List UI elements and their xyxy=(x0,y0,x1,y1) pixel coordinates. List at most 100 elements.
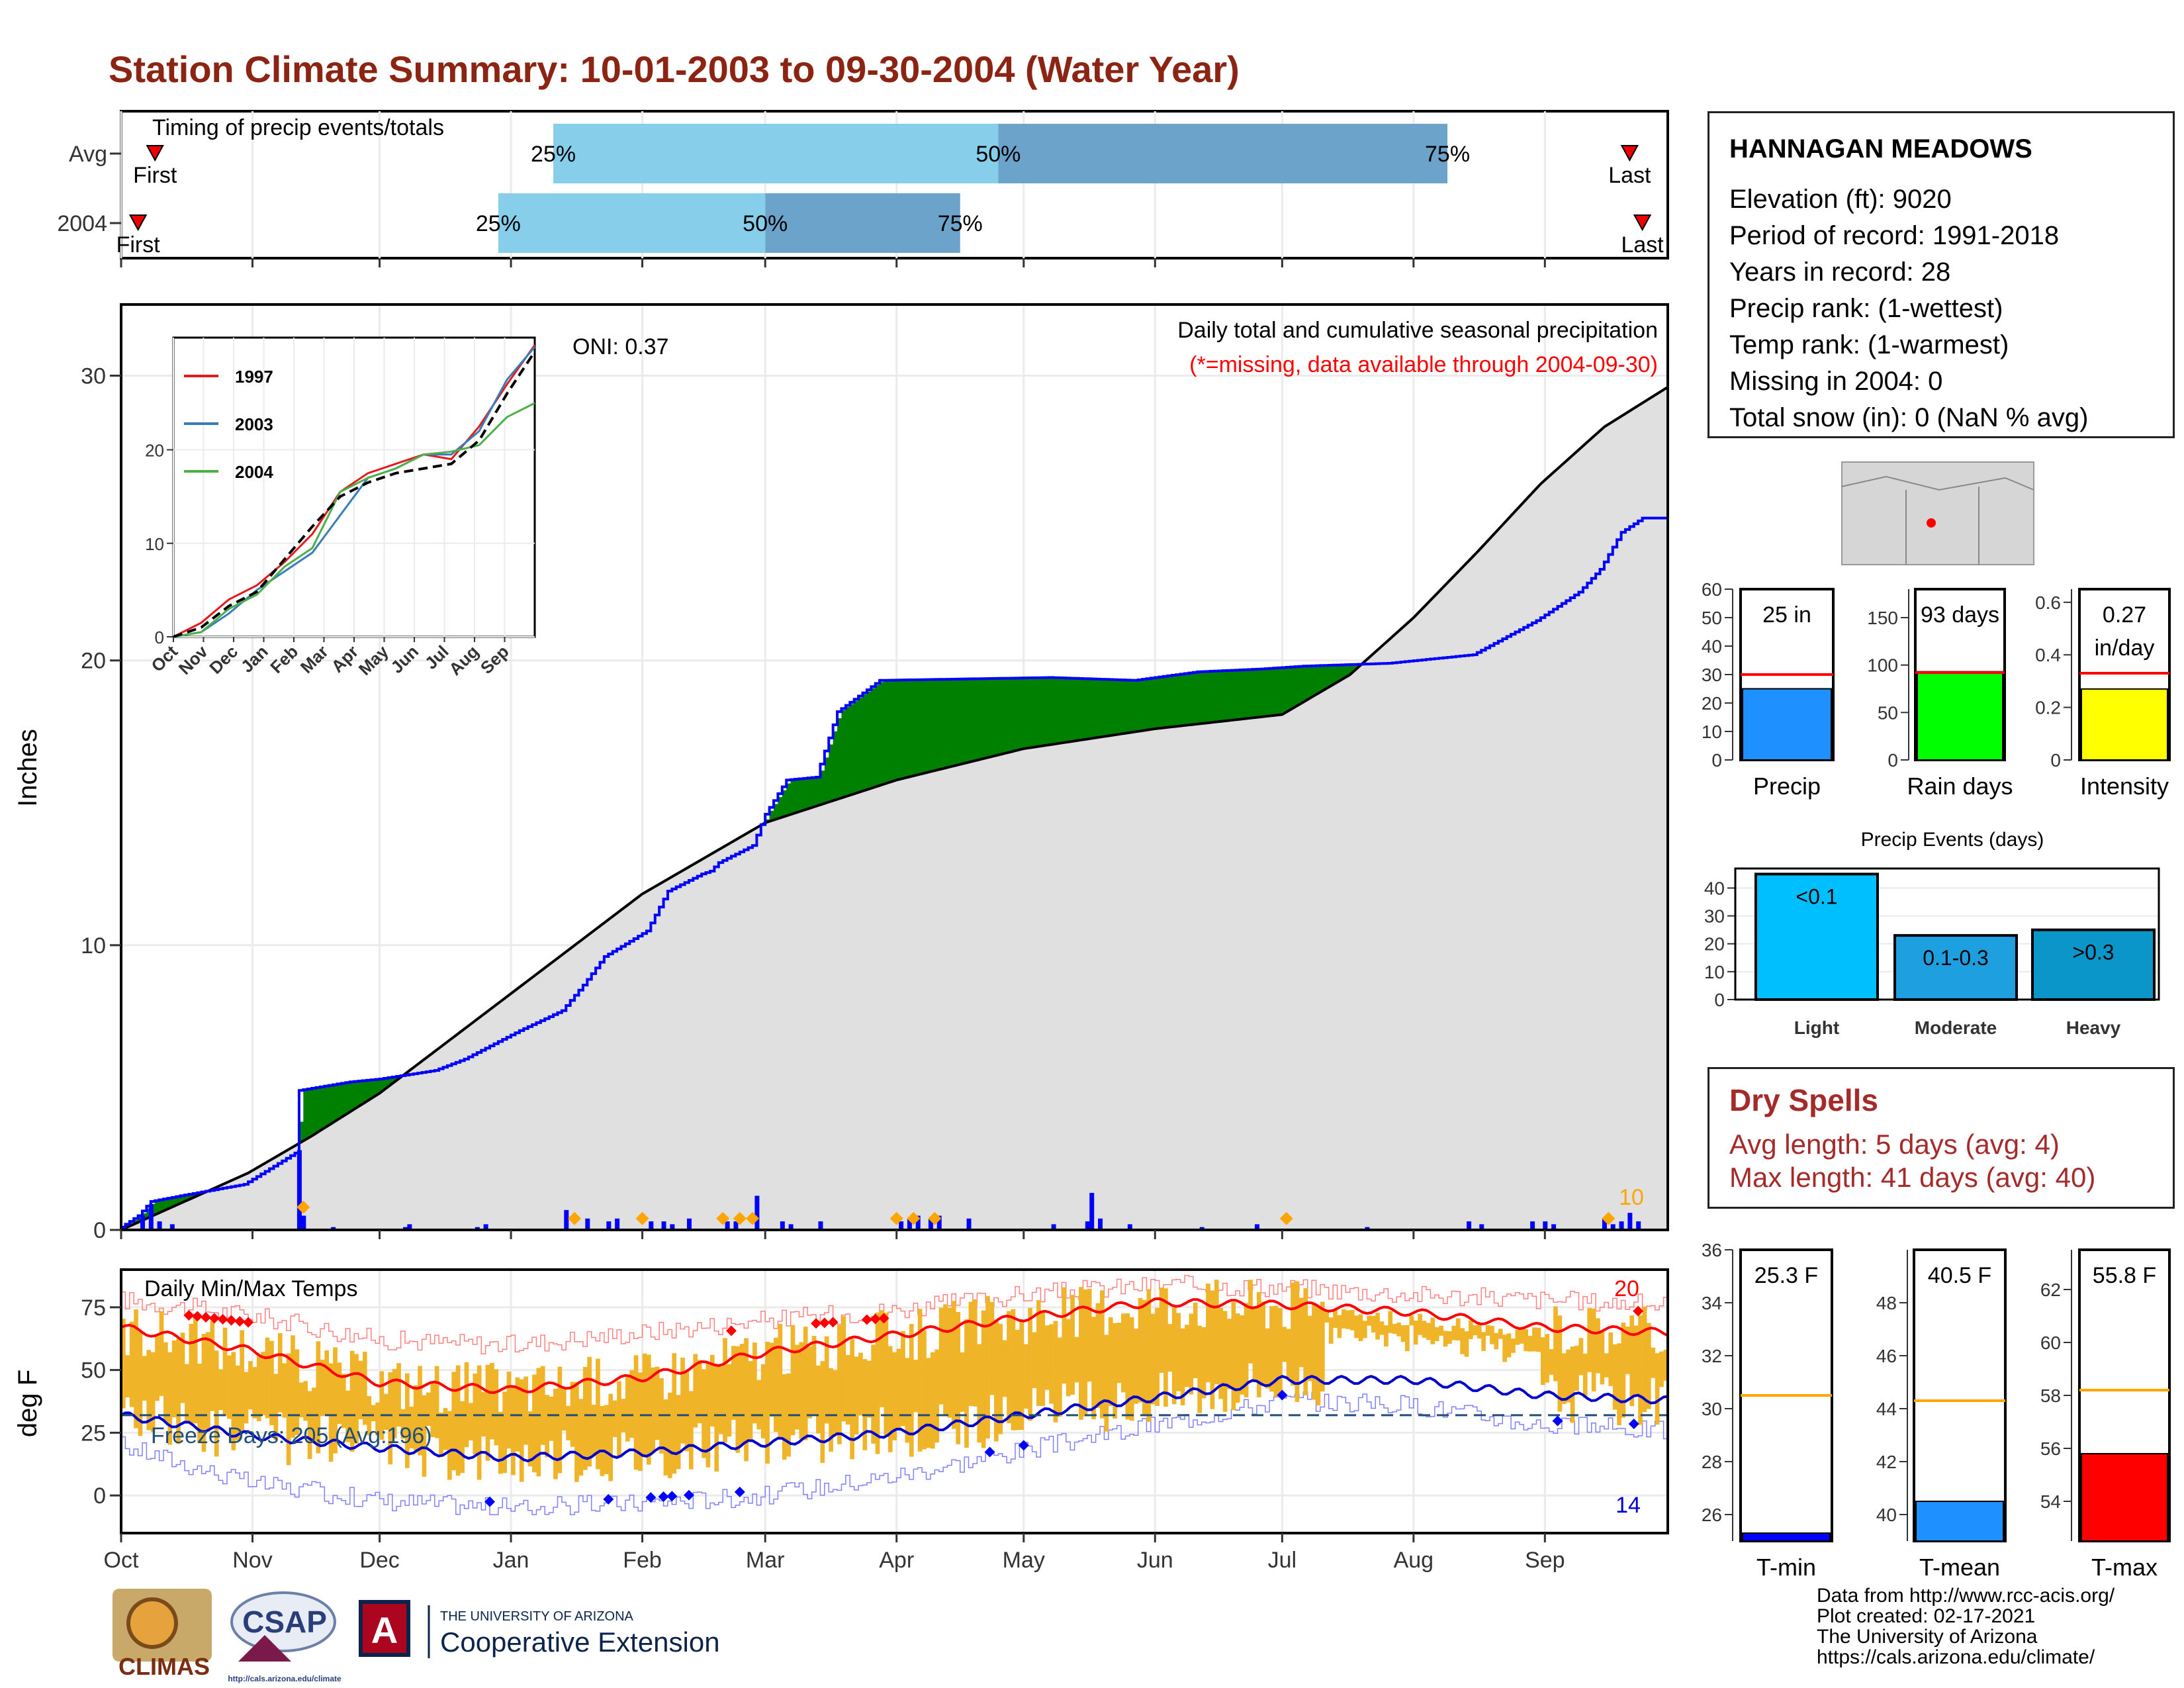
precip-anomaly-area xyxy=(1227,671,1232,721)
station-snow: Total snow (in): 0 (NaN % avg) xyxy=(1729,403,2089,432)
daily-temp-bar xyxy=(1553,1306,1558,1382)
extreme-precip-marker xyxy=(928,1211,942,1225)
precip-anomaly-area xyxy=(1244,669,1249,719)
station-period: Period of record: 1991-2018 xyxy=(1729,221,2060,250)
daily-precip-bar xyxy=(483,1224,488,1230)
precip-anomaly-area xyxy=(1150,678,1156,729)
daily-temp-bar xyxy=(582,1367,588,1470)
daily-temp-bar xyxy=(1273,1305,1279,1397)
precip-anomaly-area xyxy=(1159,677,1164,728)
daily-temp-bar xyxy=(193,1313,198,1424)
daily-temp-bar xyxy=(1494,1333,1499,1350)
inset-ytick-label: 20 xyxy=(145,441,164,461)
daily-temp-bar xyxy=(591,1405,596,1456)
daily-temp-bar xyxy=(752,1342,757,1424)
precip-anomaly-area xyxy=(1193,673,1198,725)
daily-temp-bar xyxy=(1316,1307,1321,1406)
daily-temp-bar xyxy=(252,1367,257,1419)
daily-temp-bar xyxy=(841,1316,846,1422)
daily-precip-bar xyxy=(1619,1221,1624,1230)
small-chart-ytick-label: 40 xyxy=(1876,1505,1897,1525)
daily-precip-bar xyxy=(907,1218,912,1230)
daily-temp-bar xyxy=(778,1323,783,1437)
daily-temp-bar xyxy=(892,1352,897,1440)
daily-temp-bar xyxy=(362,1352,367,1425)
daily-temp-bar xyxy=(1011,1309,1016,1430)
precip-anomaly-area xyxy=(1265,669,1270,716)
daily-temp-bar xyxy=(1134,1329,1138,1404)
daily-temp-bar xyxy=(1328,1317,1334,1344)
daily-temp-bar xyxy=(1527,1336,1533,1352)
station-info-box: HANNAGAN MEADOWS Elevation (ft): 9020 Pe… xyxy=(1707,111,2175,438)
daily-temp-bar xyxy=(596,1358,600,1470)
precip-anomaly-area xyxy=(159,1200,164,1212)
daily-temp-bar xyxy=(180,1333,185,1403)
daily-temp-bar xyxy=(1464,1331,1469,1357)
daily-temp-bar xyxy=(1100,1290,1105,1419)
daily-temp-bar xyxy=(803,1327,808,1440)
month-xtick-label: Aug xyxy=(1394,1548,1434,1573)
daily-temp-bar xyxy=(1265,1328,1270,1389)
record-low-marker xyxy=(734,1486,745,1497)
daily-temp-bar xyxy=(494,1369,499,1446)
daily-temp-bar xyxy=(1116,1323,1122,1383)
precip-anomaly-area xyxy=(985,679,991,758)
temp-summary-bar xyxy=(2081,1453,2168,1542)
record-high-marker xyxy=(234,1316,246,1327)
precip-anomaly-area xyxy=(1201,671,1206,724)
daily-temp-bar xyxy=(400,1409,406,1439)
daily-precip-bar xyxy=(148,1204,154,1230)
daily-temp-bar xyxy=(248,1361,253,1410)
precip-anomaly-area xyxy=(1295,667,1300,706)
precip-anomaly-area xyxy=(1113,679,1118,735)
dry-spells-max: Max length: 41 days (avg: 40) xyxy=(1729,1162,2096,1193)
daily-temp-bar xyxy=(345,1390,351,1442)
last-label: Last xyxy=(1621,232,1664,258)
precip-anomaly-area xyxy=(1070,678,1075,741)
daily-temp-bar xyxy=(422,1395,427,1477)
daily-temp-bar xyxy=(1091,1317,1096,1420)
ua-logo-small-text: THE UNIVERSITY OF ARIZONA xyxy=(440,1609,634,1624)
record-high-marker xyxy=(878,1313,889,1324)
daily-temp-bar xyxy=(1083,1289,1088,1417)
small-chart-ytick-label: 100 xyxy=(1867,655,1898,676)
precip-event-bar-label: >0.3 xyxy=(2072,941,2114,964)
daily-temp-bar xyxy=(138,1332,143,1436)
timing-p50-label: 50% xyxy=(976,142,1021,167)
daily-precip-bar xyxy=(1543,1221,1548,1230)
small-chart-ytick-label: 0.2 xyxy=(2035,698,2061,718)
inset-series-line xyxy=(173,351,536,638)
daily-temp-bar xyxy=(862,1359,868,1450)
precip-anomaly-area xyxy=(1307,666,1312,698)
daily-temp-bar xyxy=(693,1354,698,1428)
daily-precip-bar xyxy=(1127,1224,1132,1230)
daily-temp-bar xyxy=(371,1405,376,1422)
daily-temp-bar xyxy=(1019,1321,1024,1430)
precip-anomaly-area xyxy=(303,1090,308,1140)
small-chart-category: Rain days xyxy=(1907,773,2013,800)
precip-anomaly-area xyxy=(1240,670,1245,720)
record-low-marker xyxy=(683,1489,694,1501)
daily-temp-bar xyxy=(1036,1300,1041,1406)
daily-temp-bar xyxy=(261,1352,265,1415)
tmin-average-line xyxy=(120,1374,1668,1463)
daily-temp-bar xyxy=(443,1407,448,1450)
precip-anomaly-area xyxy=(913,679,919,776)
precip-anomaly-area xyxy=(854,700,859,794)
daily-temp-bar xyxy=(142,1356,147,1401)
daily-precip-bar xyxy=(301,1215,306,1230)
extreme-precip-marker xyxy=(296,1200,310,1214)
daily-temp-bar xyxy=(201,1334,206,1452)
daily-temp-bar xyxy=(1469,1320,1473,1339)
daily-temp-bar xyxy=(968,1301,974,1406)
csap-logo-text: CSAP xyxy=(242,1605,327,1639)
daily-temp-bar xyxy=(1155,1307,1160,1406)
daily-temp-bar xyxy=(354,1354,359,1444)
daily-temp-bar xyxy=(320,1360,325,1417)
observed-cumulative-line xyxy=(120,516,1668,1230)
precip-summary-bar xyxy=(2081,688,2168,761)
precip-anomaly-area xyxy=(189,1194,194,1199)
daily-temp-bar xyxy=(1125,1313,1130,1420)
precip-anomaly-area xyxy=(185,1195,190,1201)
precip-anomaly-area xyxy=(1333,665,1338,684)
